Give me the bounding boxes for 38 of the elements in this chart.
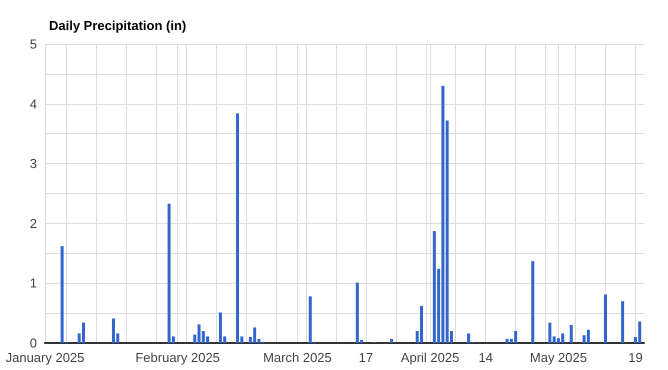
x-tick-label: January 2025	[6, 350, 84, 365]
bar	[604, 294, 607, 343]
bar	[621, 301, 624, 343]
bar	[441, 86, 444, 343]
bar	[586, 330, 590, 343]
x-tick-label: February 2025	[135, 350, 220, 365]
bar	[198, 324, 201, 343]
bar	[390, 338, 394, 343]
bar	[308, 296, 312, 343]
bar	[356, 282, 359, 343]
bar	[467, 333, 470, 343]
y-tick-label: 5	[30, 36, 37, 52]
bar	[514, 331, 518, 343]
x-tick-label: 17	[358, 350, 374, 365]
bar	[253, 327, 256, 343]
bar	[168, 204, 171, 343]
bar	[548, 322, 552, 343]
bar	[432, 231, 436, 343]
x-tick-label: April 2025	[400, 350, 460, 365]
bar	[236, 113, 240, 343]
chart-title: Daily Precipitation (in)	[49, 18, 186, 33]
x-tick-label: March 2025	[263, 350, 332, 365]
x-tick-label: 14	[478, 350, 493, 365]
y-tick-label: 3	[30, 156, 37, 172]
bar	[506, 338, 509, 343]
bar	[570, 325, 573, 343]
bar	[60, 246, 64, 343]
x-tick-label: May 2025	[530, 350, 587, 365]
bar	[561, 333, 564, 343]
bar	[112, 318, 115, 343]
y-tick-label: 2	[30, 216, 37, 231]
x-tick-label: 19	[628, 350, 643, 365]
bar	[638, 321, 642, 343]
bar	[218, 312, 222, 343]
y-tick-label: 4	[30, 96, 37, 112]
bar	[531, 261, 534, 343]
y-tick-label: 1	[30, 276, 37, 291]
y-tick-label: 0	[30, 336, 37, 350]
